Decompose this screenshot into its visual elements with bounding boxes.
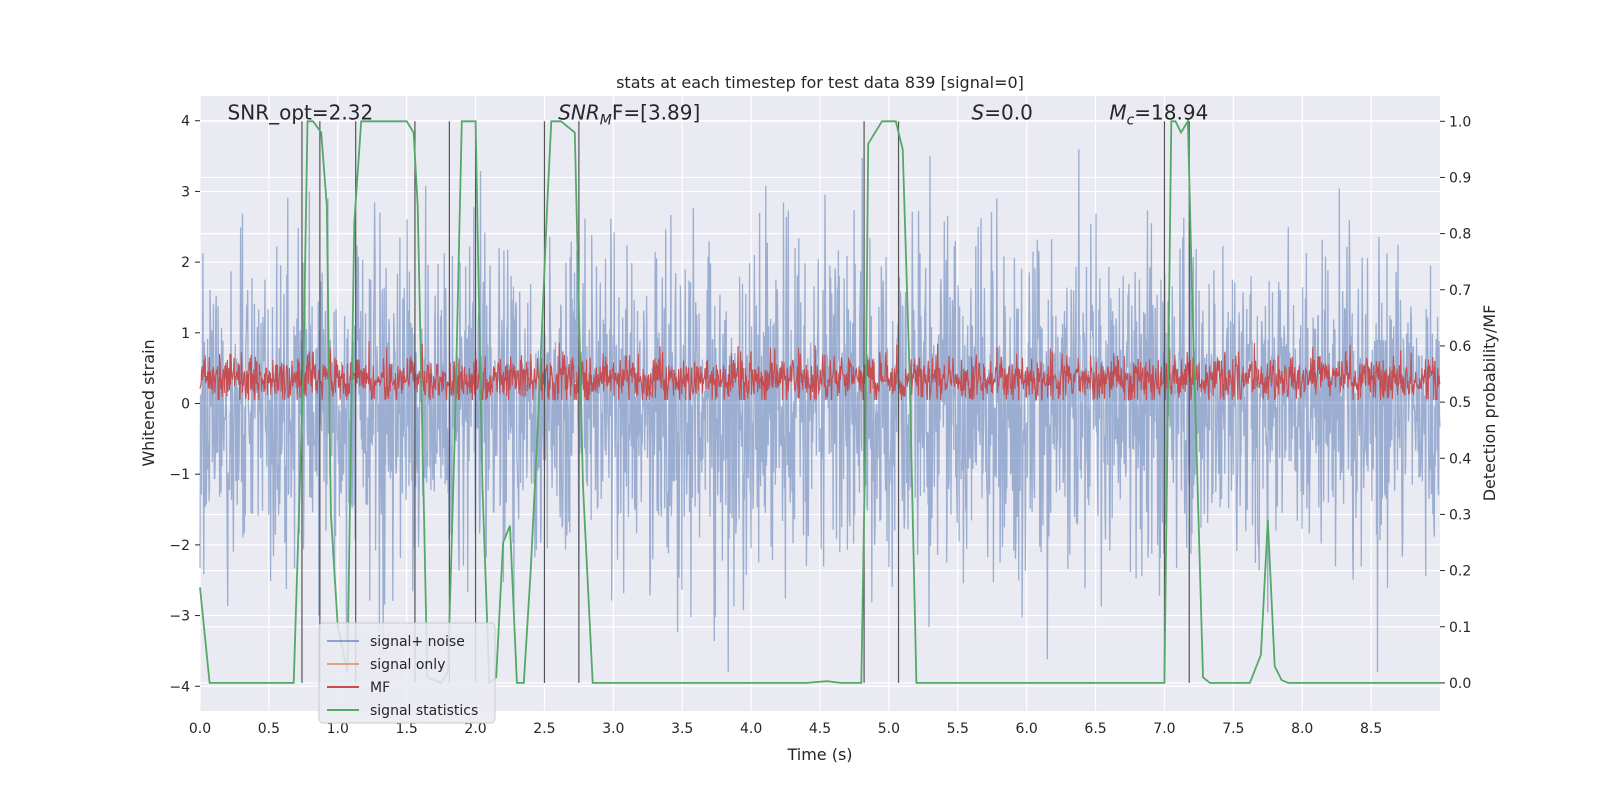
annotation-1: SNRMF=[3.89]: [558, 101, 700, 129]
x-tick-label: 2.5: [533, 721, 555, 737]
x-tick-label: 7.0: [1153, 721, 1175, 737]
annotation-2: S=0.0: [972, 101, 1033, 125]
legend: signal+ noise signal only MF signal stat…: [318, 622, 496, 724]
x-axis-ticks: 0.0 0.5 1.0 1.5 2.0 2.5 3.0 3.5 4.0 4.5 5.0 5.5 6.0 6…: [189, 721, 1382, 737]
grid: [199, 96, 1440, 711]
legend-label-signal-only: signal only: [370, 657, 445, 673]
annotation-0: SNR_opt=2.32: [228, 101, 374, 125]
y-tick-label: 0: [181, 397, 190, 413]
y2-tick-label: 0.7: [1449, 283, 1471, 299]
x-tick-label: 1.0: [327, 721, 349, 737]
x-tick-label: 0.0: [189, 721, 211, 737]
y-tick-label: 2: [181, 255, 190, 271]
x-tick-label: 5.0: [878, 721, 900, 737]
legend-box: [318, 622, 496, 724]
y2-tick-label: 0.0: [1449, 676, 1471, 692]
annotations: SNR_opt=2.32 SNRMF=[3.89] S=0.0 Mc=18.94: [228, 101, 1209, 129]
x-tick-label: 3.0: [602, 721, 624, 737]
x-tick-label: 4.5: [809, 721, 831, 737]
x-tick-label: 3.5: [671, 721, 693, 737]
series-line-signal-statistics: [199, 118, 1440, 685]
chart-title: stats at each timestep for test data 839…: [616, 73, 1024, 92]
y2-tick-label: 0.5: [1449, 395, 1471, 411]
y2-tick-label: 1.0: [1449, 114, 1471, 130]
legend-label-mf: MF: [370, 680, 390, 696]
x-tick-label: 1.5: [396, 721, 418, 737]
y-tick-label: −1: [169, 467, 190, 483]
y-tick-label: −3: [169, 609, 190, 625]
y2-tick-label: 0.8: [1449, 227, 1471, 243]
series-line-signal-noise: [199, 149, 1441, 673]
x-axis-label: Time (s): [786, 745, 852, 764]
y2-tick-label: 0.3: [1449, 507, 1471, 523]
y-tick-label: −2: [169, 538, 190, 554]
annotation-3: Mc=18.94: [1109, 101, 1208, 129]
y-tick-label: −4: [169, 679, 190, 695]
y2-tick-label: 0.9: [1449, 170, 1471, 186]
y2-tick-label: 0.2: [1449, 564, 1471, 580]
y2-tick-label: 0.4: [1449, 451, 1471, 467]
x-tick-label: 8.0: [1291, 721, 1313, 737]
y2-axis-label: Detection probability/MF: [1480, 305, 1499, 502]
x-tick-label: 6.5: [1084, 721, 1106, 737]
y2-tick-label: 0.1: [1449, 620, 1471, 636]
series-signal-statistics: [199, 118, 1440, 685]
y2-axis-ticks: 0.0 0.1 0.2 0.3 0.4 0.5 0.6 0.7 0.8 0.9 1.0: [1440, 114, 1471, 692]
y-axis-label: Whitened strain: [139, 339, 158, 466]
y-tick-label: 3: [181, 184, 190, 200]
x-tick-label: 0.5: [258, 721, 280, 737]
y2-tick-label: 0.6: [1449, 339, 1471, 355]
y-tick-label: 1: [181, 326, 190, 342]
x-tick-label: 4.0: [740, 721, 762, 737]
series-signal-noise: [199, 149, 1441, 673]
legend-label-signal-noise: signal+ noise: [370, 634, 465, 650]
legend-label-signal-statistics: signal statistics: [370, 703, 478, 719]
x-tick-label: 5.5: [947, 721, 969, 737]
x-tick-label: 7.5: [1222, 721, 1244, 737]
x-tick-label: 6.0: [1016, 721, 1038, 737]
x-tick-label: 8.5: [1360, 721, 1382, 737]
series-line-mf: [199, 340, 1441, 401]
series-mf: [199, 340, 1441, 401]
x-tick-label: 2.0: [464, 721, 486, 737]
y-tick-label: 4: [181, 114, 190, 130]
y-axis-ticks: −4 −3 −2 −1 0 1 2 3 4: [169, 114, 200, 695]
